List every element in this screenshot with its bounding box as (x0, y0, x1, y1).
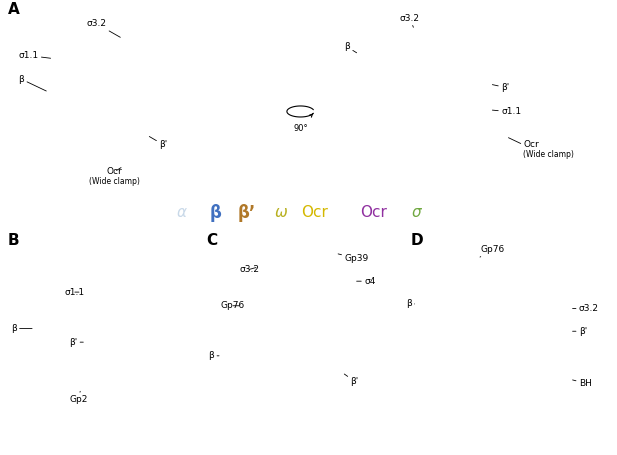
Text: σ3.2: σ3.2 (573, 304, 598, 313)
Text: β: β (344, 42, 357, 53)
Text: β: β (210, 204, 222, 222)
Text: (Wide clamp): (Wide clamp) (523, 150, 574, 159)
Text: Gp2: Gp2 (69, 391, 88, 404)
Text: Ocr: Ocr (360, 206, 387, 220)
Text: σ3.2: σ3.2 (86, 19, 120, 37)
Text: α: α (177, 206, 187, 220)
Text: β': β' (492, 83, 509, 92)
Text: β: β (19, 75, 46, 91)
Text: ω: ω (275, 206, 287, 220)
Text: 90°: 90° (293, 124, 308, 133)
Text: Gp76: Gp76 (221, 301, 245, 310)
Text: A: A (8, 2, 20, 17)
Text: σ1.1: σ1.1 (65, 288, 85, 297)
Text: Gp76: Gp76 (480, 245, 504, 257)
Text: β’: β’ (238, 204, 256, 222)
Text: σ3.2: σ3.2 (400, 14, 420, 27)
Text: (Wide clamp): (Wide clamp) (89, 177, 139, 187)
Text: β': β' (149, 136, 167, 149)
Text: β: β (406, 299, 415, 308)
Text: C: C (207, 233, 218, 248)
Text: σ: σ (412, 206, 421, 220)
Text: B: B (8, 233, 20, 248)
Text: β': β' (344, 374, 358, 386)
Text: β: β (11, 324, 32, 333)
Text: β: β (209, 351, 219, 360)
Text: Gp39: Gp39 (338, 254, 368, 263)
Text: β': β' (573, 327, 587, 336)
Text: D: D (410, 233, 423, 248)
Text: σ1.1: σ1.1 (492, 107, 521, 116)
Text: β': β' (69, 338, 83, 347)
Text: BH: BH (573, 379, 592, 388)
Text: Ocr: Ocr (301, 206, 328, 220)
Text: Ocr: Ocr (106, 167, 122, 177)
Text: σ3.2: σ3.2 (239, 265, 259, 274)
Text: σ4: σ4 (357, 277, 375, 286)
Text: σ1.1: σ1.1 (19, 51, 51, 60)
Text: Ocr: Ocr (523, 140, 539, 149)
